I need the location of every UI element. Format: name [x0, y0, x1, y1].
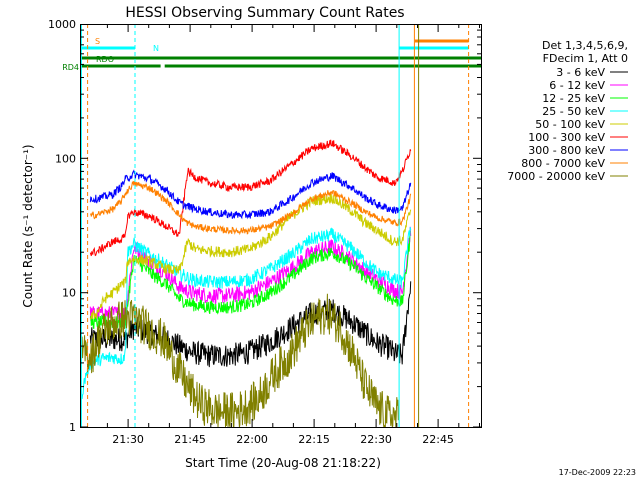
legend-label-12-25-kev: 12 - 25 keV	[542, 92, 605, 105]
vertical-markers	[80, 24, 470, 427]
x-tick-label: 22:00	[236, 433, 268, 446]
legend-label-7000-20000-kev: 7000 - 20000 keV	[507, 170, 605, 183]
series-lines	[81, 139, 412, 428]
series-line-25-50-kev	[81, 227, 412, 399]
x-tick-label: 22:45	[422, 433, 454, 446]
legend-label-100-300-kev: 100 - 300 keV	[528, 131, 605, 144]
y-tick-label: 100	[55, 152, 76, 165]
flag-label-rdo: RDO	[96, 55, 114, 64]
series-line-300-800-kev	[89, 169, 412, 220]
chart-title: HESSI Observing Summary Count Rates	[125, 5, 404, 21]
x-tick-label: 21:30	[112, 433, 144, 446]
y-axis-label: Count Rate (s⁻¹ detector⁻¹)	[21, 144, 35, 307]
x-tick-label: 22:30	[360, 433, 392, 446]
y-axis: 1 10 100 1000	[48, 18, 481, 434]
flag-label-n: N	[153, 44, 159, 53]
series-line-100-300-kev	[89, 139, 412, 257]
legend-label-3-6-kev: 3 - 6 keV	[556, 66, 605, 79]
x-tick-label: 22:15	[298, 433, 330, 446]
series-line-800-7000-kev	[89, 180, 412, 236]
plot-frame	[80, 24, 482, 428]
legend-label-6-12-kev: 6 - 12 keV	[549, 79, 605, 92]
series-line-50-100-kev	[89, 193, 412, 320]
flag-labels: S N RDO RD4	[62, 37, 159, 72]
x-axis: 21:30 21:45 22:00 22:15 22:30 22:45	[106, 24, 480, 446]
legend-label-50-100-kev: 50 - 100 keV	[535, 118, 605, 131]
x-axis-label: Start Time (20-Aug-08 21:18:22)	[185, 456, 381, 470]
x-tick-label: 21:45	[174, 433, 206, 446]
flag-label-s: S	[95, 37, 100, 46]
legend-header-line-1: Det 1,3,4,5,6,9,	[542, 39, 628, 52]
legend-label-800-7000-kev: 800 - 7000 keV	[521, 157, 605, 170]
y-tick-label: 1000	[48, 18, 76, 31]
y-tick-label: 10	[62, 287, 76, 300]
y-tick-label: 1	[69, 421, 76, 434]
legend: Det 1,3,4,5,6,9, FDecim 1, Att 0 3 - 6 k…	[507, 39, 628, 183]
legend-header-line-2: FDecim 1, Att 0	[543, 52, 628, 65]
legend-label-25-50-kev: 25 - 50 keV	[542, 105, 605, 118]
legend-label-300-800-kev: 300 - 800 keV	[528, 144, 605, 157]
footer-date: 17-Dec-2009 22:23	[559, 468, 636, 477]
flag-label-rd4: RD4	[62, 63, 79, 72]
